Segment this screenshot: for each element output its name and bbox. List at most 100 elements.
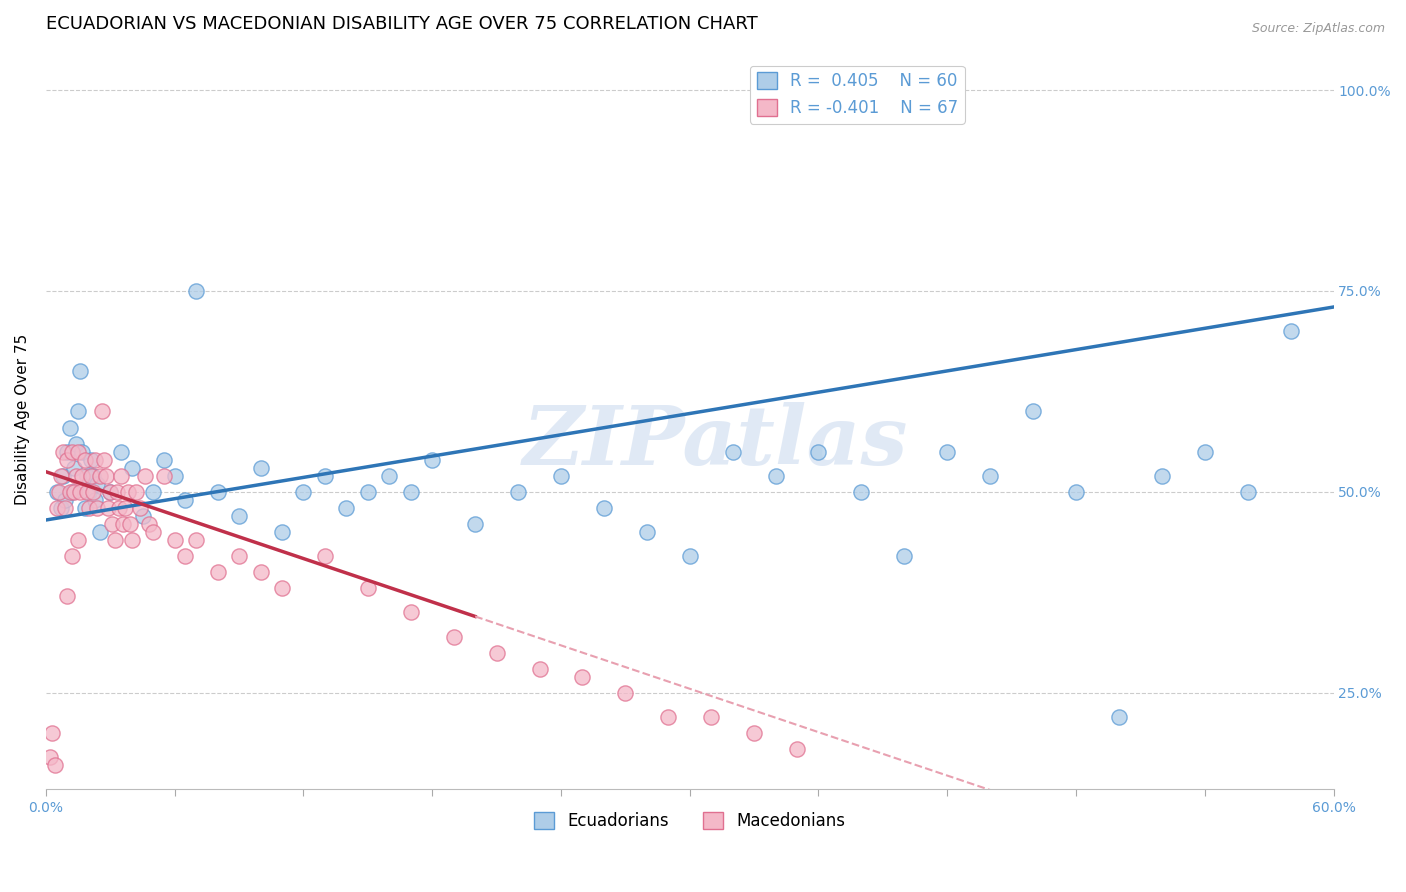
Point	[60, 549, 83, 563]
Point	[84, 492, 107, 507]
Point	[65, 468, 87, 483]
Point	[73, 452, 96, 467]
Point	[93, 452, 115, 467]
Point	[138, 516, 160, 531]
Point	[636, 524, 658, 539]
Point	[98, 484, 121, 499]
Point	[45, 484, 67, 499]
Point	[114, 500, 136, 515]
Point	[105, 484, 128, 499]
Point	[110, 468, 132, 483]
Point	[529, 662, 551, 676]
Point	[153, 452, 176, 467]
Point	[443, 630, 465, 644]
Point	[1279, 324, 1302, 338]
Point	[314, 549, 336, 563]
Point	[163, 533, 186, 547]
Point	[60, 444, 83, 458]
Point	[207, 484, 229, 499]
Point	[72, 468, 94, 483]
Point	[851, 484, 873, 499]
Point	[56, 452, 79, 467]
Point	[721, 444, 744, 458]
Point	[765, 468, 787, 483]
Point	[58, 484, 80, 499]
Point	[249, 566, 271, 580]
Point	[163, 468, 186, 483]
Point	[41, 726, 63, 740]
Point	[52, 468, 75, 483]
Point	[134, 468, 156, 483]
Point	[110, 444, 132, 458]
Point	[378, 468, 401, 483]
Point	[104, 533, 127, 547]
Point	[357, 582, 380, 596]
Point	[700, 710, 723, 724]
Point	[186, 284, 208, 298]
Point	[1064, 484, 1087, 499]
Point	[571, 670, 593, 684]
Point	[53, 500, 76, 515]
Point	[399, 606, 422, 620]
Point	[77, 500, 100, 515]
Point	[464, 516, 486, 531]
Y-axis label: Disability Age Over 75: Disability Age Over 75	[15, 334, 30, 505]
Point	[142, 484, 165, 499]
Point	[657, 710, 679, 724]
Point	[399, 484, 422, 499]
Point	[39, 750, 62, 764]
Point	[94, 468, 117, 483]
Point	[125, 484, 148, 499]
Point	[614, 686, 637, 700]
Point	[186, 533, 208, 547]
Point	[1022, 404, 1045, 418]
Point	[207, 566, 229, 580]
Point	[679, 549, 702, 563]
Legend: Ecuadorians, Macedonians: Ecuadorians, Macedonians	[527, 805, 852, 837]
Point	[893, 549, 915, 563]
Point	[357, 484, 380, 499]
Point	[48, 484, 70, 499]
Point	[49, 468, 72, 483]
Point	[56, 590, 79, 604]
Point	[58, 420, 80, 434]
Text: Source: ZipAtlas.com: Source: ZipAtlas.com	[1251, 22, 1385, 36]
Point	[86, 476, 108, 491]
Point	[420, 452, 443, 467]
Point	[65, 436, 87, 450]
Point	[271, 524, 294, 539]
Point	[72, 444, 94, 458]
Point	[80, 452, 103, 467]
Point	[49, 500, 72, 515]
Point	[67, 533, 90, 547]
Point	[117, 484, 139, 499]
Point	[1108, 710, 1130, 724]
Point	[1236, 484, 1258, 499]
Text: ZIPatlas: ZIPatlas	[523, 401, 908, 482]
Point	[89, 468, 111, 483]
Point	[550, 468, 572, 483]
Point	[174, 549, 197, 563]
Point	[63, 484, 86, 499]
Point	[60, 484, 83, 499]
Point	[742, 726, 765, 740]
Point	[76, 484, 98, 499]
Point	[90, 404, 112, 418]
Point	[335, 500, 357, 515]
Point	[108, 500, 131, 515]
Point	[174, 492, 197, 507]
Point	[112, 516, 135, 531]
Point	[131, 508, 153, 523]
Point	[228, 549, 250, 563]
Point	[228, 508, 250, 523]
Point	[97, 500, 120, 515]
Point	[67, 404, 90, 418]
Point	[45, 500, 67, 515]
Point	[129, 500, 152, 515]
Point	[786, 742, 808, 756]
Point	[506, 484, 529, 499]
Point	[121, 533, 143, 547]
Point	[249, 460, 271, 475]
Point	[82, 484, 104, 499]
Point	[1150, 468, 1173, 483]
